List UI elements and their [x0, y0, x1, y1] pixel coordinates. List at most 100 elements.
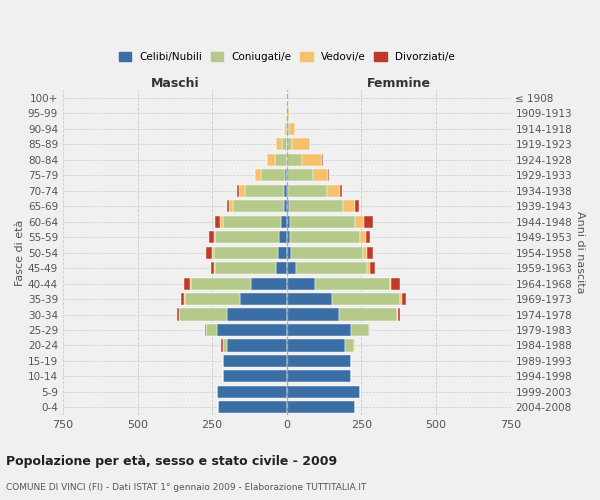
Bar — [287, 231, 290, 243]
Bar — [287, 324, 351, 336]
Bar — [227, 308, 287, 320]
Bar — [391, 278, 400, 289]
Bar — [287, 293, 332, 305]
Bar — [245, 184, 284, 196]
Bar — [288, 184, 327, 196]
Bar — [296, 262, 367, 274]
Bar — [279, 231, 287, 243]
Bar — [364, 216, 373, 228]
Bar — [215, 262, 277, 274]
Bar — [251, 278, 287, 289]
Bar — [363, 246, 367, 258]
Bar — [360, 231, 366, 243]
Bar — [290, 231, 360, 243]
Bar — [339, 308, 397, 320]
Bar — [287, 402, 355, 413]
Bar — [291, 246, 363, 258]
Bar — [287, 216, 290, 228]
Bar — [215, 216, 220, 228]
Bar — [262, 169, 285, 181]
Bar — [184, 278, 190, 289]
Bar — [206, 324, 217, 336]
Bar — [227, 200, 229, 212]
Bar — [205, 324, 206, 336]
Bar — [400, 293, 401, 305]
Bar — [214, 262, 215, 274]
Y-axis label: Fasce di età: Fasce di età — [15, 220, 25, 286]
Bar — [290, 216, 355, 228]
Bar — [287, 340, 345, 351]
Text: COMUNE DI VINCI (FI) - Dati ISTAT 1° gennaio 2009 - Elaborazione TUTTITALIA.IT: COMUNE DI VINCI (FI) - Dati ISTAT 1° gen… — [6, 482, 367, 492]
Bar — [398, 308, 400, 320]
Bar — [292, 138, 310, 150]
Bar — [181, 293, 184, 305]
Bar — [287, 107, 289, 120]
Bar — [256, 169, 262, 181]
Bar — [206, 246, 212, 258]
Bar — [217, 324, 287, 336]
Bar — [289, 122, 295, 135]
Bar — [217, 386, 287, 398]
Bar — [355, 216, 364, 228]
Bar — [277, 262, 287, 274]
Bar — [287, 308, 339, 320]
Bar — [287, 122, 289, 135]
Bar — [277, 138, 282, 150]
Bar — [367, 246, 373, 258]
Bar — [212, 246, 214, 258]
Bar — [287, 154, 302, 166]
Y-axis label: Anni di nascita: Anni di nascita — [575, 212, 585, 294]
Bar — [284, 200, 287, 212]
Bar — [268, 154, 275, 166]
Bar — [215, 231, 279, 243]
Bar — [233, 200, 284, 212]
Bar — [367, 262, 370, 274]
Bar — [184, 293, 185, 305]
Bar — [223, 370, 287, 382]
Bar — [287, 184, 288, 196]
Bar — [370, 262, 375, 274]
Bar — [390, 278, 391, 289]
Bar — [177, 308, 179, 320]
Bar — [209, 231, 214, 243]
Bar — [287, 370, 351, 382]
Bar — [369, 324, 370, 336]
Text: Popolazione per età, sesso e stato civile - 2009: Popolazione per età, sesso e stato civil… — [6, 455, 337, 468]
Bar — [285, 122, 287, 135]
Bar — [401, 293, 406, 305]
Bar — [287, 262, 296, 274]
Bar — [223, 355, 287, 367]
Bar — [287, 138, 292, 150]
Bar — [287, 278, 315, 289]
Bar — [340, 184, 342, 196]
Bar — [287, 200, 289, 212]
Bar — [328, 169, 329, 181]
Bar — [220, 216, 223, 228]
Legend: Celibi/Nubili, Coniugati/e, Vedovi/e, Divorziati/e: Celibi/Nubili, Coniugati/e, Vedovi/e, Di… — [115, 48, 459, 66]
Bar — [322, 154, 323, 166]
Bar — [327, 184, 340, 196]
Bar — [227, 340, 287, 351]
Bar — [223, 340, 227, 351]
Bar — [287, 355, 351, 367]
Bar — [218, 402, 287, 413]
Bar — [284, 122, 285, 135]
Bar — [302, 154, 322, 166]
Bar — [211, 262, 214, 274]
Bar — [191, 278, 251, 289]
Bar — [185, 293, 241, 305]
Bar — [236, 184, 239, 196]
Bar — [239, 184, 245, 196]
Bar — [289, 200, 343, 212]
Bar — [332, 293, 400, 305]
Bar — [343, 200, 355, 212]
Bar — [278, 246, 287, 258]
Bar — [282, 138, 287, 150]
Bar — [366, 231, 370, 243]
Text: Femmine: Femmine — [367, 77, 431, 90]
Bar — [351, 324, 369, 336]
Bar — [221, 340, 223, 351]
Bar — [313, 169, 328, 181]
Bar — [345, 340, 354, 351]
Bar — [287, 169, 313, 181]
